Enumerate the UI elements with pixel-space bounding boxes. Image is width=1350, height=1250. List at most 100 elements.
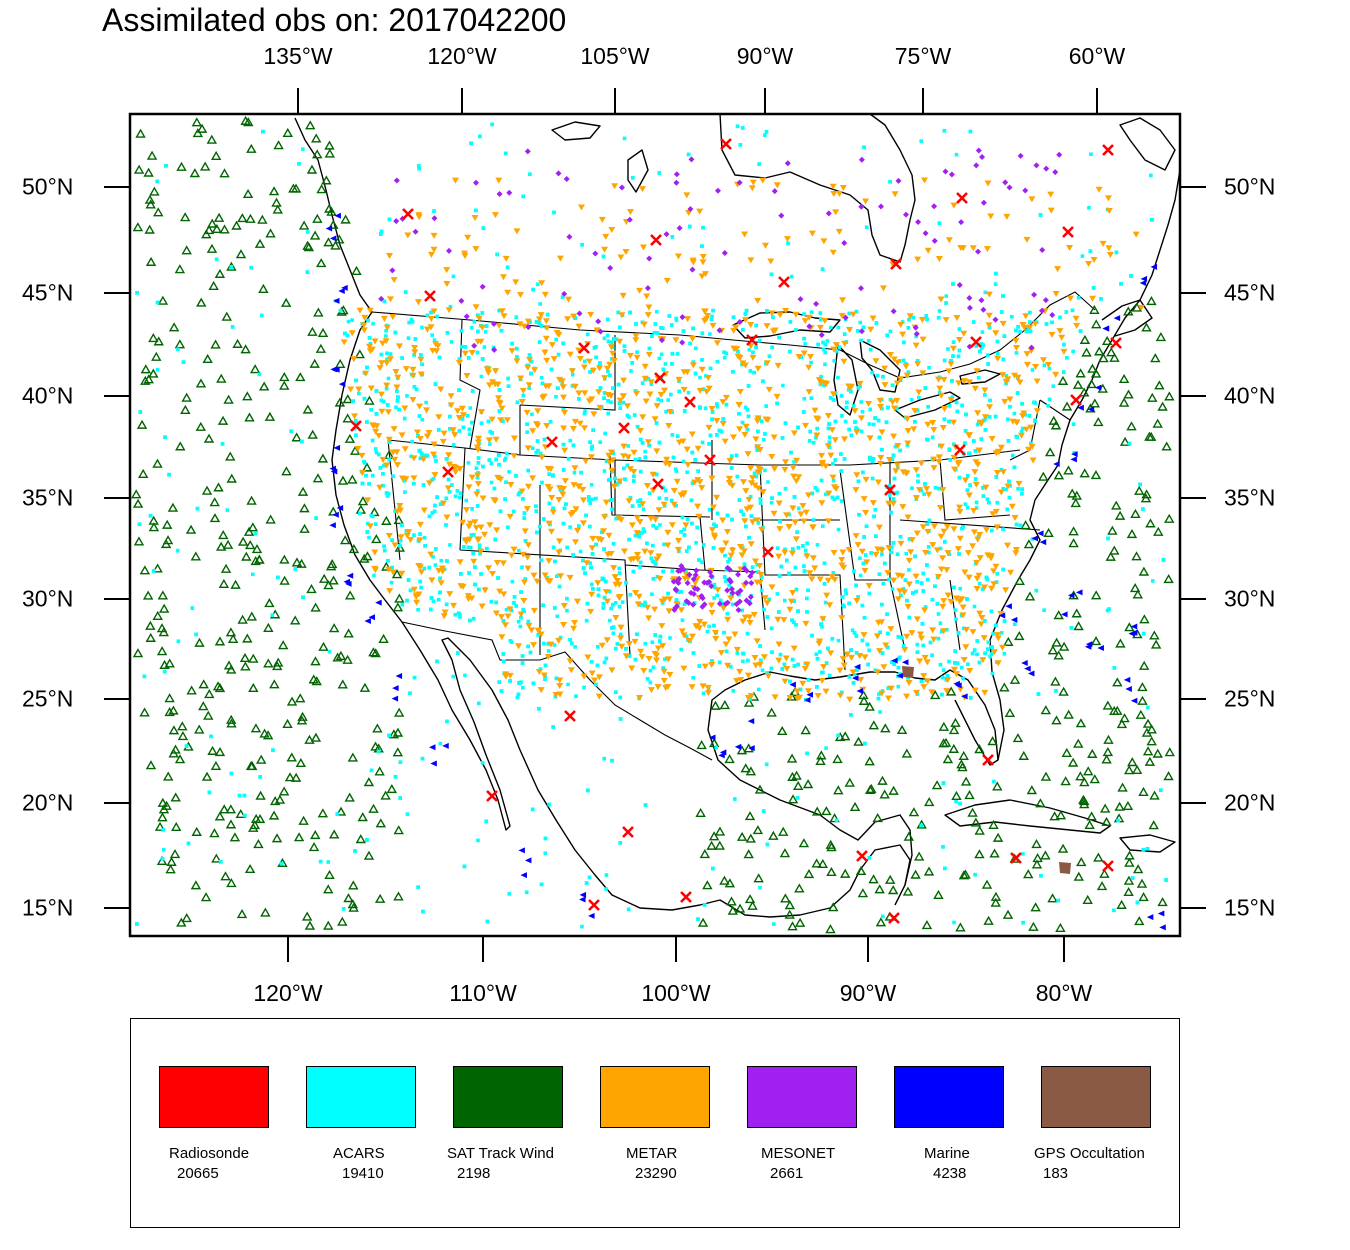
sat-track-wind-marker [1055, 810, 1067, 820]
acars-marker [243, 813, 247, 818]
metar-marker [708, 527, 716, 534]
acars-marker [516, 492, 521, 497]
acars-marker [614, 516, 618, 521]
metar-marker [890, 577, 898, 584]
acars-marker [790, 618, 794, 623]
metar-marker [385, 566, 393, 573]
metar-marker [840, 662, 848, 669]
sat-track-wind-marker [240, 115, 251, 125]
metar-marker [627, 556, 635, 563]
metar-marker [916, 487, 924, 494]
metar-marker [836, 190, 844, 197]
acars-marker [386, 492, 391, 496]
acars-marker [594, 355, 598, 360]
acars-marker [481, 226, 486, 230]
metar-marker [660, 677, 668, 684]
acars-marker [724, 649, 729, 654]
metar-marker [485, 437, 493, 444]
metar-marker [950, 202, 958, 209]
sat-track-wind-marker [992, 781, 1003, 791]
acars-marker [602, 660, 607, 665]
sat-track-wind-marker [200, 892, 212, 902]
acars-marker [858, 573, 863, 578]
metar-marker [547, 641, 555, 648]
sat-track-wind-marker [306, 583, 317, 594]
sat-track-wind-marker [754, 784, 766, 794]
acars-marker [419, 353, 423, 357]
acars-marker [745, 408, 750, 412]
sat-track-wind-marker [355, 834, 366, 844]
sat-track-wind-marker [230, 579, 241, 589]
metar-marker [616, 594, 624, 601]
metar-marker [528, 627, 536, 634]
sat-track-wind-marker [1124, 850, 1135, 860]
acars-marker [207, 790, 212, 795]
sat-track-wind-marker [394, 542, 406, 552]
acars-marker [710, 410, 715, 414]
acars-marker [474, 208, 478, 213]
metar-marker [560, 425, 568, 432]
sat-track-wind-marker [242, 188, 254, 199]
metar-marker [806, 570, 814, 577]
acars-marker [881, 581, 886, 586]
metar-marker [877, 460, 885, 467]
metar-marker [774, 362, 782, 369]
sat-track-wind-marker [815, 755, 826, 766]
metar-marker [858, 548, 866, 555]
sat-track-wind-marker [866, 783, 877, 793]
metar-marker [409, 366, 417, 373]
metar-marker [358, 470, 366, 477]
sat-track-wind-marker [241, 551, 252, 561]
sat-track-wind-marker [185, 524, 197, 534]
metar-marker [636, 519, 644, 526]
sat-track-wind-marker [1090, 590, 1102, 600]
sat-track-wind-marker [158, 603, 170, 613]
acars-marker [346, 319, 351, 324]
acars-marker [954, 152, 959, 157]
acars-marker [1076, 295, 1081, 300]
acars-marker [653, 562, 658, 566]
acars-marker [882, 561, 887, 566]
metar-marker [799, 503, 807, 510]
acars-marker [479, 421, 484, 426]
acars-marker [986, 362, 990, 366]
acars-marker [871, 456, 876, 461]
acars-marker [435, 659, 439, 664]
sat-track-wind-marker [295, 693, 306, 703]
metar-marker [976, 419, 984, 426]
metar-marker [970, 529, 978, 536]
acars-marker [836, 733, 841, 738]
acars-marker [973, 477, 978, 481]
metar-marker [576, 355, 584, 362]
sat-track-wind-marker [1051, 715, 1062, 725]
metar-marker [969, 245, 977, 252]
metar-marker [465, 484, 473, 491]
sat-track-wind-marker [1028, 921, 1039, 931]
metar-marker [939, 603, 947, 610]
metar-marker [1085, 261, 1093, 268]
acars-marker [381, 483, 385, 488]
sat-track-wind-marker [268, 810, 280, 820]
acars-marker [602, 391, 607, 395]
metar-marker [520, 323, 528, 330]
metar-marker [993, 632, 1001, 639]
acars-marker [271, 748, 275, 752]
acars-marker [864, 225, 869, 229]
acars-marker [824, 661, 829, 665]
acars-marker [547, 472, 551, 476]
sat-track-wind-marker [225, 804, 237, 814]
metar-marker [799, 680, 807, 687]
acars-marker [709, 317, 714, 322]
metar-marker [524, 318, 532, 325]
acars-marker [653, 322, 658, 326]
metar-marker [390, 277, 398, 284]
sat-track-wind-marker [217, 415, 229, 425]
metar-marker [767, 258, 775, 265]
acars-marker [506, 376, 510, 381]
metar-marker [990, 649, 998, 656]
acars-marker [979, 341, 984, 346]
acars-marker [549, 367, 554, 372]
acars-marker [863, 741, 867, 746]
acars-marker [507, 892, 512, 896]
metar-marker [928, 689, 936, 696]
